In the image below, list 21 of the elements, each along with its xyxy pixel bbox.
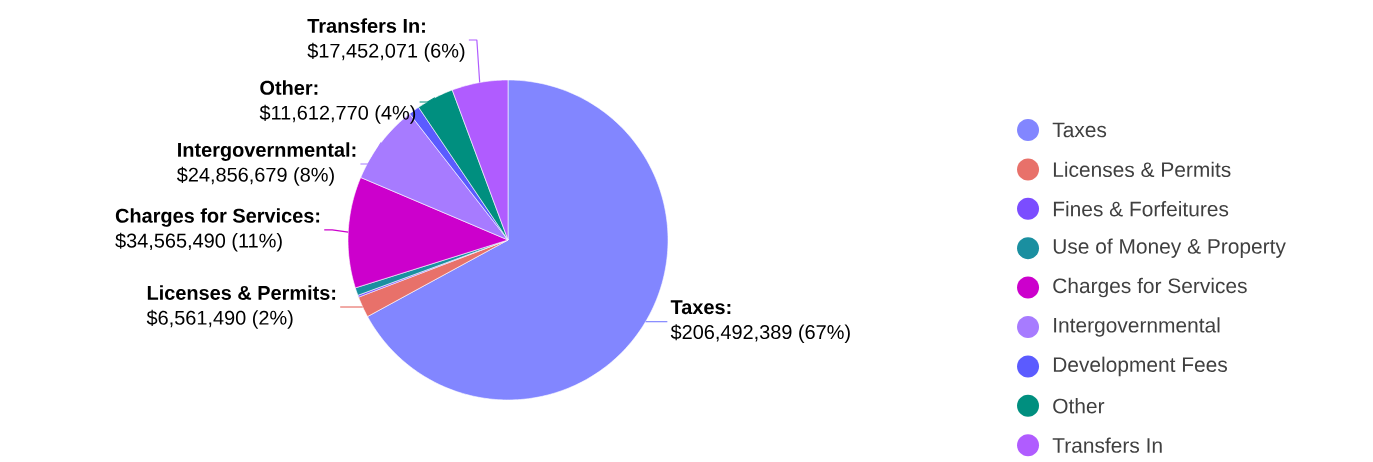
legend-label: Development Fees	[1053, 356, 1228, 377]
legend-label: Taxes	[1052, 122, 1107, 138]
legend-label: Charges for Services	[1053, 277, 1247, 298]
text: Licenses & Permits:	[147, 285, 336, 300]
data-label: $206,492,389 (67%)	[670, 324, 850, 344]
data-label: $6,561,490 (2%)	[146, 309, 293, 329]
text: Taxes:	[670, 300, 731, 315]
text: Charges for Services:	[115, 208, 320, 227]
text: Transfers In:	[307, 18, 425, 33]
text: Other:	[260, 80, 318, 95]
legend-label: Other	[1053, 398, 1105, 414]
legend-label: Fines & Forfeitures	[1053, 201, 1229, 217]
legend-label: Use of Money & Property	[1053, 238, 1286, 258]
legend-label: Intergovernmental	[1054, 317, 1220, 337]
data-label: $34,565,490 (11%)	[115, 232, 282, 252]
legend-label: Licenses & Permits	[1053, 161, 1231, 178]
legend-label: Transfers In	[1052, 437, 1162, 453]
data-label: $11,612,770 (4%)	[259, 104, 416, 124]
text: Intergovernmental:	[178, 142, 356, 161]
data-label: $17,452,071 (6%)	[307, 42, 465, 62]
data-label: $24,856,679 (8%)	[176, 166, 334, 186]
